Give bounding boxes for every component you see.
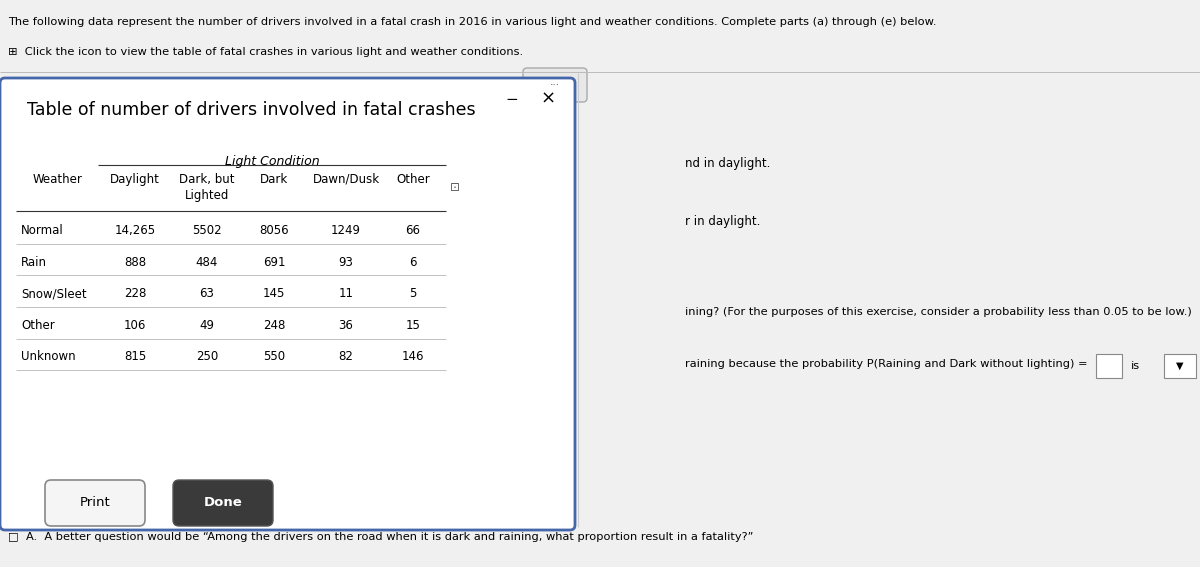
Text: Dawn/Dusk: Dawn/Dusk — [312, 173, 379, 186]
FancyBboxPatch shape — [1164, 354, 1196, 378]
Text: 63: 63 — [199, 287, 215, 301]
Text: 228: 228 — [124, 287, 146, 301]
Text: 691: 691 — [263, 256, 286, 269]
Text: Print: Print — [79, 497, 110, 510]
Text: −: − — [505, 91, 518, 107]
Text: 6: 6 — [409, 256, 416, 269]
Text: Light Condition: Light Condition — [224, 155, 319, 168]
Text: ▼: ▼ — [1176, 361, 1183, 371]
FancyBboxPatch shape — [1096, 354, 1122, 378]
Text: Done: Done — [204, 497, 242, 510]
Text: ⊞  Click the icon to view the table of fatal crashes in various light and weathe: ⊞ Click the icon to view the table of fa… — [8, 47, 523, 57]
Text: 1249: 1249 — [331, 225, 361, 238]
Text: nd in daylight.: nd in daylight. — [685, 157, 770, 170]
Text: Other: Other — [22, 319, 55, 332]
Text: ⊡: ⊡ — [450, 181, 460, 194]
Text: 66: 66 — [406, 225, 420, 238]
Text: 49: 49 — [199, 319, 215, 332]
Text: 5502: 5502 — [192, 225, 222, 238]
Text: 888: 888 — [124, 256, 146, 269]
Text: 93: 93 — [338, 256, 354, 269]
Text: 14,265: 14,265 — [114, 225, 156, 238]
FancyBboxPatch shape — [0, 78, 575, 530]
FancyBboxPatch shape — [523, 68, 587, 102]
Text: Rain: Rain — [22, 256, 47, 269]
Text: 15: 15 — [406, 319, 420, 332]
Text: Dark: Dark — [260, 173, 288, 186]
Text: Dark, but
Lighted: Dark, but Lighted — [179, 173, 235, 202]
Text: 815: 815 — [124, 350, 146, 363]
Text: Weather: Weather — [34, 173, 83, 186]
Text: ···: ··· — [550, 80, 560, 90]
Text: ×: × — [540, 90, 556, 108]
Text: 248: 248 — [263, 319, 286, 332]
Text: The following data represent the number of drivers involved in a fatal crash in : The following data represent the number … — [8, 17, 936, 27]
Text: 106: 106 — [124, 319, 146, 332]
Text: Snow/Sleet: Snow/Sleet — [22, 287, 86, 301]
Text: is: is — [1130, 361, 1140, 371]
Text: r in daylight.: r in daylight. — [685, 215, 761, 228]
Text: Daylight: Daylight — [110, 173, 160, 186]
Text: Other: Other — [396, 173, 430, 186]
Text: 145: 145 — [263, 287, 286, 301]
Text: ining? (For the purposes of this exercise, consider a probability less than 0.05: ining? (For the purposes of this exercis… — [685, 307, 1192, 317]
Text: 36: 36 — [338, 319, 354, 332]
Text: 146: 146 — [402, 350, 425, 363]
Text: Unknown: Unknown — [22, 350, 76, 363]
Text: raining because the probability P(Raining and Dark without lighting) =: raining because the probability P(Rainin… — [685, 359, 1087, 369]
FancyBboxPatch shape — [173, 480, 274, 526]
Text: Normal: Normal — [22, 225, 64, 238]
Text: 11: 11 — [338, 287, 354, 301]
Text: 550: 550 — [263, 350, 286, 363]
Text: 484: 484 — [196, 256, 218, 269]
Text: 8056: 8056 — [259, 225, 289, 238]
Text: 82: 82 — [338, 350, 354, 363]
Text: 250: 250 — [196, 350, 218, 363]
Text: 5: 5 — [409, 287, 416, 301]
Text: □  A.  A better question would be “Among the drivers on the road when it is dark: □ A. A better question would be “Among t… — [8, 532, 754, 542]
FancyBboxPatch shape — [46, 480, 145, 526]
Text: Table of number of drivers involved in fatal crashes: Table of number of drivers involved in f… — [28, 101, 475, 119]
